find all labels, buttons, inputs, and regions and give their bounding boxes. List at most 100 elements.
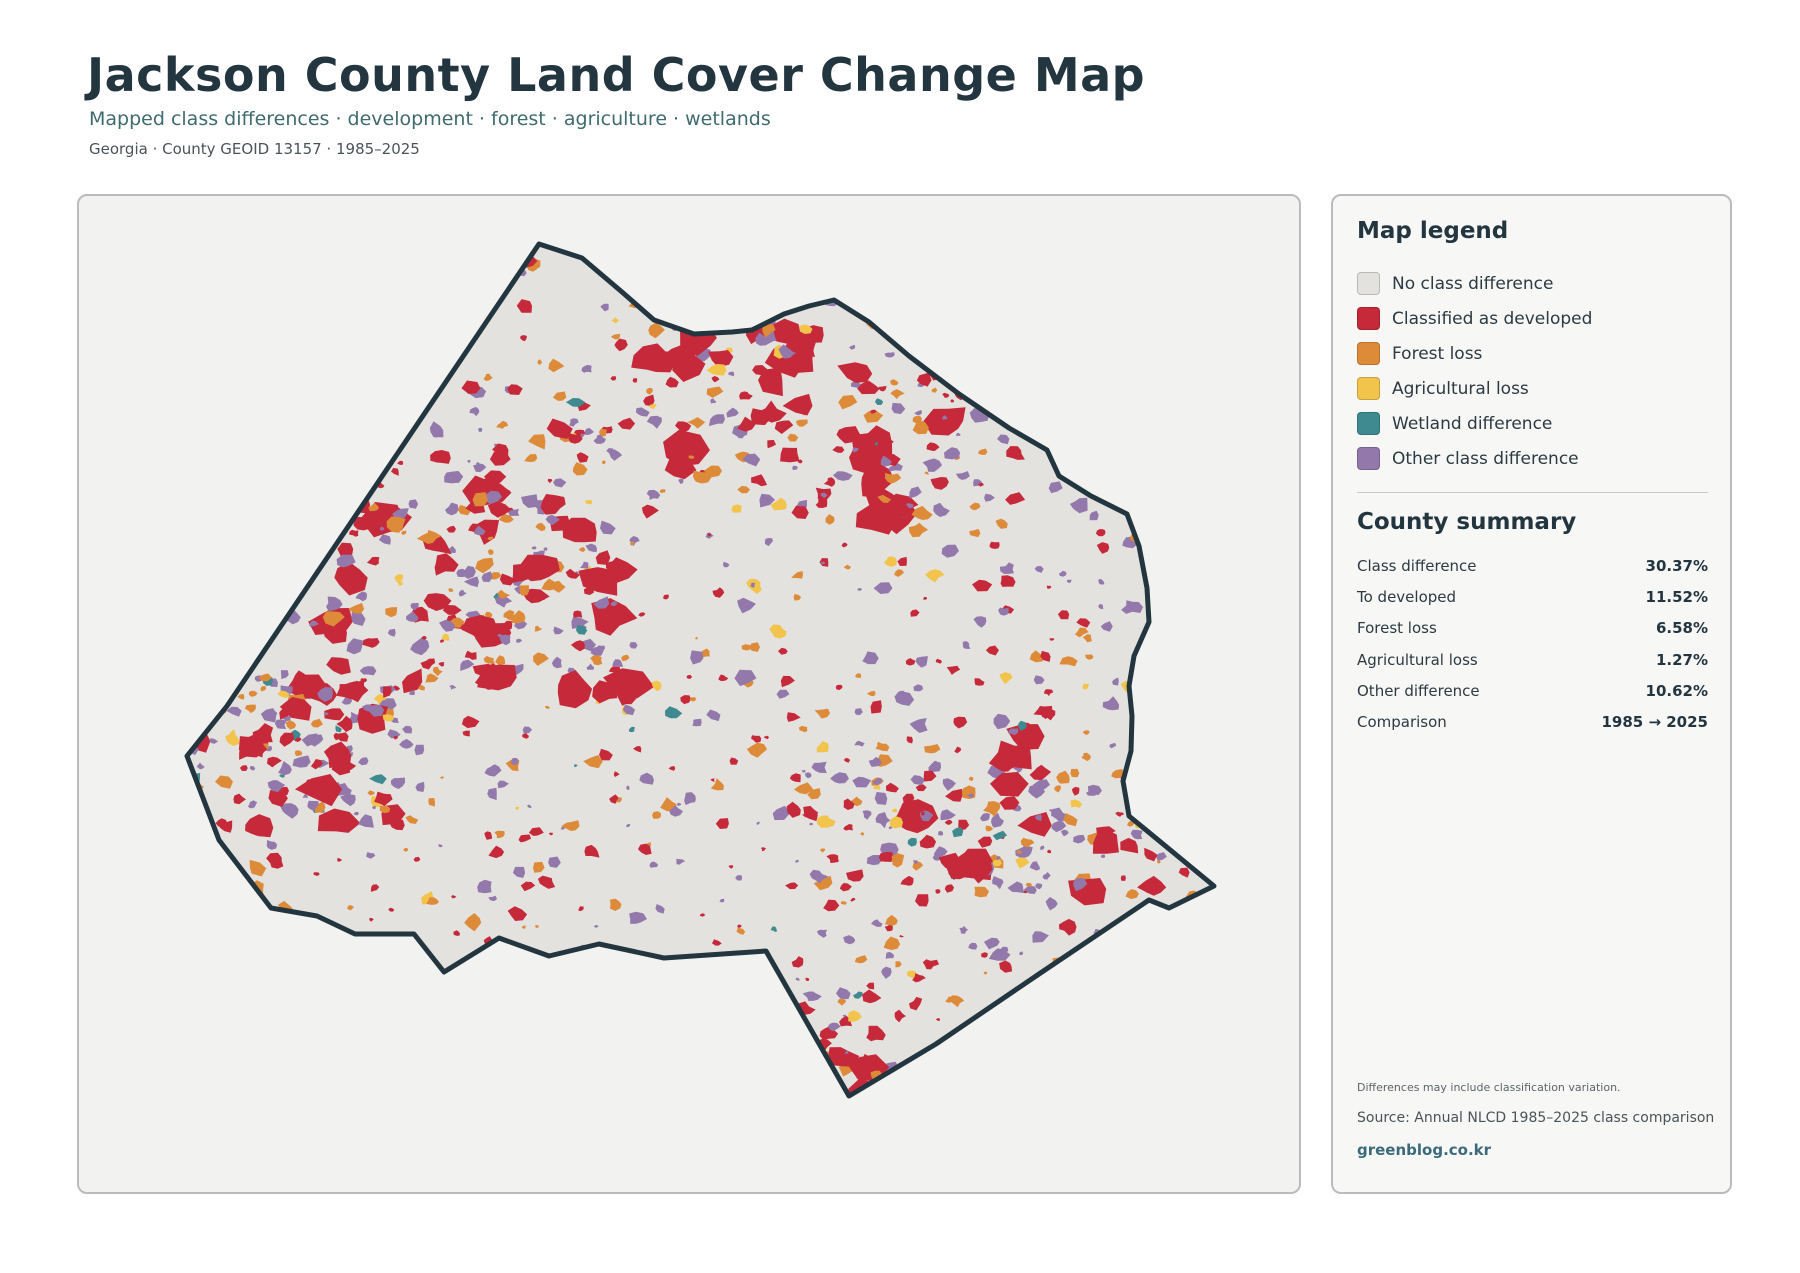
change-patch [688, 455, 695, 459]
change-patch [519, 585, 529, 596]
change-patch [292, 284, 308, 294]
change-patch [565, 568, 581, 579]
change-patch [402, 725, 413, 734]
change-patch [287, 1029, 293, 1033]
change-patch [1034, 814, 1042, 822]
change-patch [789, 773, 801, 783]
change-patch [978, 448, 988, 455]
change-patch [1196, 1052, 1202, 1056]
change-patch [585, 500, 592, 505]
change-patch [900, 875, 914, 886]
change-patch [507, 384, 523, 395]
change-patch [553, 626, 564, 635]
change-patch [621, 693, 636, 705]
change-patch [737, 958, 756, 973]
change-patch [569, 418, 579, 427]
change-patch [658, 289, 666, 294]
change-patch [839, 883, 852, 892]
change-patch [786, 712, 801, 722]
change-patch [402, 668, 423, 694]
change-patch [552, 391, 567, 401]
change-patch [446, 525, 456, 533]
change-patch [837, 998, 847, 1006]
change-patch [320, 378, 331, 386]
change-patch [807, 788, 821, 800]
change-patch [1061, 1006, 1074, 1020]
change-patch [1057, 610, 1070, 620]
change-patch [613, 771, 620, 777]
change-patch [1000, 575, 1016, 587]
change-patch [692, 718, 702, 727]
change-patch [292, 966, 303, 977]
change-patch [512, 866, 526, 878]
change-patch [323, 712, 329, 716]
change-patch [593, 596, 610, 609]
change-patch [1184, 479, 1200, 488]
change-patch [311, 555, 317, 561]
change-patch [610, 601, 618, 606]
county-map[interactable] [79, 196, 1301, 1194]
brand-link[interactable]: greenblog.co.kr [1357, 1141, 1492, 1159]
change-patch [895, 799, 939, 834]
change-patch [314, 428, 323, 438]
change-patch [1172, 397, 1184, 410]
change-patch [868, 1134, 885, 1147]
change-patch [294, 556, 308, 567]
map-panel[interactable]: N [77, 194, 1301, 1194]
change-patch [310, 759, 323, 770]
change-patch [187, 1033, 188, 1042]
change-patch [265, 912, 287, 929]
change-patch [578, 567, 618, 596]
change-patch [484, 611, 493, 619]
change-patch [913, 859, 918, 865]
change-patch [820, 492, 828, 498]
change-patch [338, 1066, 343, 1071]
change-patch [439, 1043, 457, 1057]
change-patch [330, 495, 343, 509]
change-patch [244, 344, 260, 357]
change-patch [512, 563, 536, 583]
change-patch [735, 875, 743, 881]
change-patch [642, 977, 655, 986]
change-patch [1059, 656, 1078, 667]
change-patch [1201, 1014, 1214, 1030]
change-patch [787, 1070, 797, 1081]
change-patch [846, 869, 864, 882]
change-patch [1130, 829, 1143, 840]
change-patch [1082, 634, 1092, 643]
change-patch [414, 293, 427, 309]
change-patch [518, 834, 532, 843]
change-patch [617, 417, 636, 430]
change-patch [330, 1083, 339, 1093]
change-patch [801, 769, 806, 773]
change-patch [267, 404, 276, 412]
change-patch [944, 447, 961, 460]
change-patch [324, 708, 345, 721]
change-patch [1067, 999, 1077, 1007]
change-patch [216, 624, 227, 633]
change-patch [1137, 875, 1167, 896]
change-patch [955, 1089, 974, 1096]
change-patch [739, 1140, 757, 1152]
change-patch [855, 673, 862, 678]
change-patch [1181, 348, 1201, 364]
change-patch [899, 934, 904, 938]
change-patch [294, 774, 343, 807]
change-patch [213, 982, 233, 996]
change-patch [1045, 897, 1058, 911]
change-patch [535, 522, 546, 532]
change-patch [962, 641, 971, 649]
change-patch [461, 715, 480, 729]
change-patch [267, 780, 286, 793]
change-patch [983, 937, 1000, 950]
change-patch [488, 895, 498, 901]
change-patch [1047, 849, 1052, 854]
change-patch [977, 1079, 984, 1085]
change-patch [875, 741, 890, 752]
change-patch [938, 852, 961, 869]
change-patch [522, 588, 550, 604]
change-patch [786, 801, 801, 818]
change-patch [1139, 1083, 1147, 1088]
change-patch [540, 494, 566, 515]
change-patch [320, 993, 333, 1005]
